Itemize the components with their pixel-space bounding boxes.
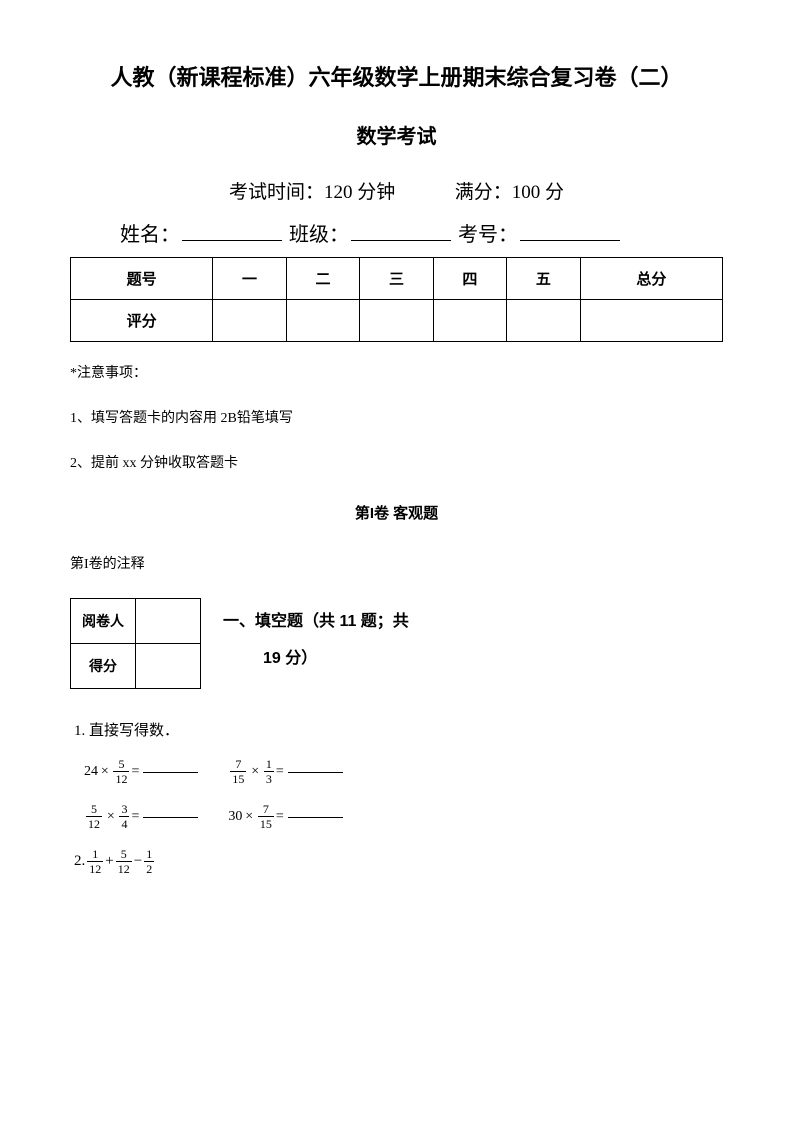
fraction: 512 [113,758,129,785]
answer-blank [288,771,343,773]
fraction: 715 [258,803,274,830]
exam-meta: 考试时间：120 分钟 满分：100 分 [70,177,723,204]
title-sub: 数学考试 [70,120,723,149]
answer-blank [143,816,198,818]
times-icon: × [106,809,115,825]
math-pre: 30 [228,809,242,825]
minus-icon: − [134,853,142,870]
times-icon: × [250,764,259,780]
class-blank [351,220,451,241]
notice-item: 2、提前 xx 分钟收取答题卡 [70,452,723,472]
header-cell: 五 [507,258,580,300]
q-section-title: 一、填空题（共 11 题；共 19 分） [223,598,409,678]
header-cell: 四 [433,258,506,300]
score-cell [360,300,433,342]
times-icon: × [244,809,253,825]
math-item: 715 × 13 = [228,758,342,785]
table-row: 评分 [71,300,723,342]
header-cell: 二 [286,258,359,300]
math-item: 24 × 512 = [84,758,198,785]
name-blank [182,220,282,241]
score-value: 100 分 [512,182,564,203]
score-label: 满分： [455,182,512,203]
score-cell [213,300,286,342]
grader-blank [136,599,201,644]
grader-table: 阅卷人 得分 [70,598,201,689]
header-cell: 一 [213,258,286,300]
table-row: 题号 一 二 三 四 五 总分 [71,258,723,300]
section-note: 第I卷的注释 [70,553,723,573]
grader-label: 阅卷人 [71,599,136,644]
section-header: 第I卷 客观题 [70,502,723,523]
header-cell: 题号 [71,258,213,300]
question-2: 2. 112 + 512 − 12 [74,848,723,875]
math-row: 512 × 34 = 30 × 715 = [84,803,723,830]
question-1: 1. 直接写得数． [74,719,723,740]
fraction: 34 [119,803,129,830]
equals: = [131,809,139,825]
math-row: 24 × 512 = 715 × 13 = [84,758,723,785]
score-cell [286,300,359,342]
math-item: 30 × 715 = [228,803,342,830]
answer-blank [288,816,343,818]
row-label-cell: 评分 [71,300,213,342]
fraction: 12 [144,848,154,875]
q-section-line1: 一、填空题（共 11 题；共 [223,604,409,641]
answer-blank [143,771,198,773]
question-section-header: 阅卷人 得分 一、填空题（共 11 题；共 19 分） [70,598,723,689]
header-cell: 总分 [580,258,722,300]
fraction: 13 [264,758,274,785]
score-cell [580,300,722,342]
times-icon: × [100,764,109,780]
plus-icon: + [105,853,113,870]
class-label: 班级： [289,224,349,246]
equals: = [276,809,284,825]
fraction: 715 [230,758,246,785]
score-table: 题号 一 二 三 四 五 总分 评分 [70,257,723,342]
title-main: 人教（新课程标准）六年级数学上册期末综合复习卷（二） [70,60,723,92]
grader-label: 得分 [71,644,136,689]
name-label: 姓名： [120,224,180,246]
q-section-line2: 19 分） [223,641,409,678]
fraction: 112 [87,848,103,875]
score-cell [507,300,580,342]
fraction: 512 [116,848,132,875]
math-pre: 24 [84,764,98,780]
header-cell: 三 [360,258,433,300]
math-item: 512 × 34 = [84,803,198,830]
grader-blank [136,644,201,689]
notice-item: 1、填写答题卡的内容用 2B铅笔填写 [70,407,723,427]
id-blank [520,220,620,241]
time-label: 考试时间： [229,182,324,203]
student-info: 姓名： 班级： 考号： [70,218,723,247]
score-cell [433,300,506,342]
equals: = [276,764,284,780]
q2-prefix: 2. [74,853,85,870]
equals: = [131,764,139,780]
notice-header: *注意事项： [70,362,723,382]
id-label: 考号： [458,224,518,246]
fraction: 512 [86,803,102,830]
time-value: 120 分钟 [324,182,395,203]
